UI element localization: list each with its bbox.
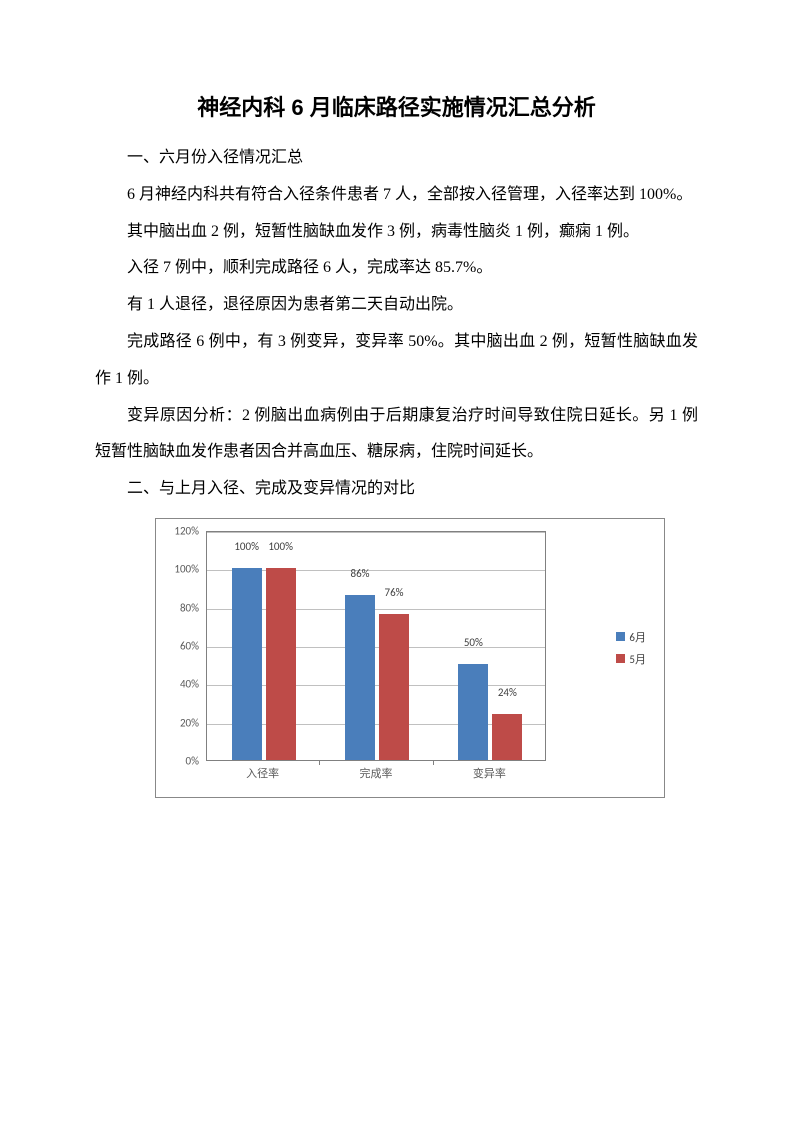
body-paragraph: 入径 7 例中，顺利完成路径 6 人，完成率达 85.7%。 xyxy=(95,250,698,287)
chart-ytick-label: 80% xyxy=(180,601,199,614)
body-paragraph: 变异原因分析：2 例脑出血病例由于后期康复治疗时间导致住院日延长。另 1 例短暂… xyxy=(95,398,698,472)
chart-ytick-label: 0% xyxy=(186,754,199,767)
page-title: 神经内科 6 月临床路径实施情况汇总分析 xyxy=(95,90,698,122)
chart-ytick-label: 20% xyxy=(180,716,199,729)
legend-swatch xyxy=(616,654,625,663)
chart-bar xyxy=(492,714,522,760)
legend-item: 6月 xyxy=(616,629,646,645)
chart-ytick-label: 100% xyxy=(174,563,199,576)
chart-ytick-label: 60% xyxy=(180,639,199,652)
chart-plot-area: 100% 100% 86% 76% 50% 24% xyxy=(206,531,546,761)
chart-bar xyxy=(345,595,375,760)
chart-ytick-label: 40% xyxy=(180,678,199,691)
chart-xtick-label: 完成率 xyxy=(360,765,393,781)
chart-xtick-label: 入径率 xyxy=(246,765,279,781)
chart-bar-label: 86% xyxy=(350,567,369,580)
chart-ytick-label: 120% xyxy=(174,524,199,537)
chart-bar xyxy=(266,568,296,760)
body-paragraph: 完成路径 6 例中，有 3 例变异，变异率 50%。其中脑出血 2 例，短暂性脑… xyxy=(95,324,698,398)
legend-item: 5月 xyxy=(616,651,646,667)
section-heading-2: 二、与上月入径、完成及变异情况的对比 xyxy=(95,471,698,508)
chart-bar xyxy=(458,664,488,760)
chart-bar xyxy=(379,614,409,760)
chart-bar-label: 76% xyxy=(384,586,403,599)
chart-bar-label: 50% xyxy=(464,636,483,649)
chart-gridline xyxy=(207,532,545,533)
chart-xtick-mark xyxy=(433,761,434,765)
chart-bar-label: 100% xyxy=(268,540,293,553)
chart-xtick-mark xyxy=(319,761,320,765)
chart-bar xyxy=(232,568,262,760)
chart-legend: 6月 5月 xyxy=(616,629,646,673)
legend-label: 5月 xyxy=(629,651,646,667)
legend-label: 6月 xyxy=(629,629,646,645)
legend-swatch xyxy=(616,632,625,641)
section-heading-1: 一、六月份入径情况汇总 xyxy=(95,140,698,177)
comparison-bar-chart: 100% 100% 86% 76% 50% 24% 6月 5月 0% 20% 40% 60% 80… xyxy=(155,518,665,798)
chart-bar-label: 24% xyxy=(498,686,517,699)
body-paragraph: 有 1 人退径，退径原因为患者第二天自动出院。 xyxy=(95,287,698,324)
body-paragraph: 其中脑出血 2 例，短暂性脑缺血发作 3 例，病毒性脑炎 1 例，癫痫 1 例。 xyxy=(95,214,698,251)
chart-bar-label: 100% xyxy=(234,540,259,553)
body-paragraph: 6 月神经内科共有符合入径条件患者 7 人，全部按入径管理，入径率达到 100%… xyxy=(95,177,698,214)
chart-xtick-label: 变异率 xyxy=(473,765,506,781)
